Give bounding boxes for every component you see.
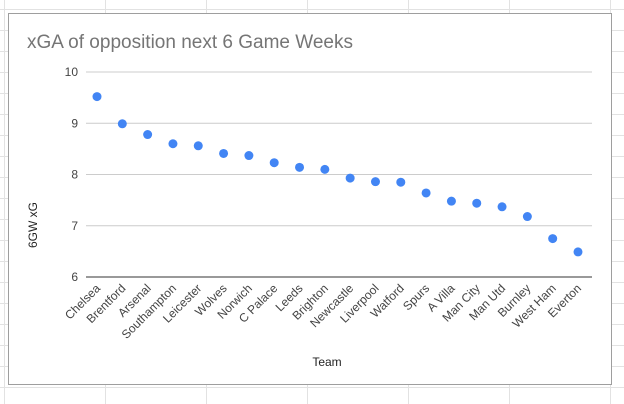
data-point[interactable] bbox=[143, 130, 153, 140]
y-axis-ticks: 6 7 8 9 10 bbox=[65, 65, 79, 284]
y-tick-label: 10 bbox=[65, 65, 79, 79]
data-point[interactable] bbox=[168, 139, 178, 149]
data-point[interactable] bbox=[396, 177, 406, 187]
data-point[interactable] bbox=[345, 173, 355, 183]
data-point[interactable] bbox=[244, 151, 254, 161]
gridlines bbox=[86, 71, 592, 278]
data-point[interactable] bbox=[497, 202, 507, 212]
data-point[interactable] bbox=[446, 196, 456, 206]
data-point[interactable] bbox=[92, 92, 102, 102]
y-tick-label: 6 bbox=[71, 270, 78, 284]
data-point[interactable] bbox=[548, 234, 558, 244]
data-point[interactable] bbox=[320, 164, 330, 174]
y-tick-label: 8 bbox=[71, 168, 78, 182]
x-axis-ticks: ChelseaBrentfordArsenalSouthamptonLeices… bbox=[62, 281, 584, 342]
data-point[interactable] bbox=[193, 141, 203, 151]
y-tick-label: 7 bbox=[71, 219, 78, 233]
scatter-chart: xGA of opposition next 6 Game Weeks 6 7 8 9… bbox=[26, 32, 592, 369]
x-axis-label: Team bbox=[312, 355, 341, 369]
data-point[interactable] bbox=[117, 119, 127, 129]
data-point[interactable] bbox=[370, 177, 380, 187]
data-point[interactable] bbox=[573, 247, 583, 257]
chart-title: xGA of opposition next 6 Game Weeks bbox=[27, 32, 353, 53]
chart-container[interactable]: xGA of opposition next 6 Game Weeks 6 7 8 9… bbox=[8, 13, 612, 385]
y-tick-label: 9 bbox=[71, 116, 78, 130]
data-point[interactable] bbox=[219, 148, 229, 158]
y-axis-label: 6GW xG bbox=[26, 202, 40, 248]
data-point[interactable] bbox=[295, 162, 305, 172]
data-point[interactable] bbox=[421, 188, 431, 198]
data-points bbox=[92, 92, 583, 257]
data-point[interactable] bbox=[472, 198, 482, 208]
data-point[interactable] bbox=[269, 158, 279, 168]
data-point[interactable] bbox=[522, 212, 532, 222]
